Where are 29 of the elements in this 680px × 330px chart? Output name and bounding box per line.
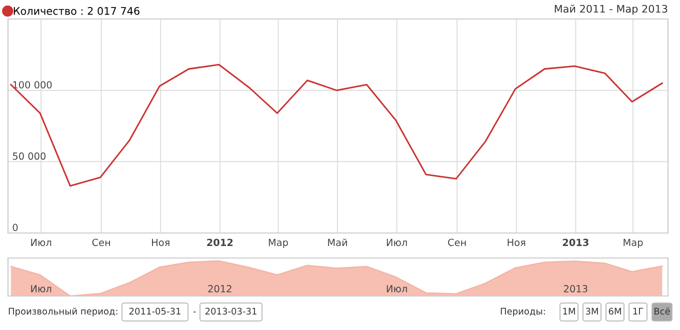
x-tick-label: Сен [448,238,466,246]
chart-subtitle: Май 2011 - Мар 2013 [554,4,668,15]
y-tick-label: 100 000 [13,81,52,88]
x-tick-label: Май [328,238,347,246]
x-tick-label: 2013 [564,285,588,292]
text: 2013-03-31 [205,308,256,315]
x-tick-label: 2012 [207,238,233,246]
legend-label: Количество : 2 017 746 [14,7,140,15]
text: Всё [654,308,670,315]
x-tick-label: Июл [386,285,407,292]
x-tick-label: Июл [386,238,407,246]
x-tick-label: Мар [268,238,288,248]
x-tick-label: 2012 [208,285,232,292]
x-tick-label: Июл [31,285,52,292]
x-tick-label: Ноя [152,238,170,246]
text: 3М [586,308,598,315]
y-tick-label: 0 [12,224,18,232]
text: 2011-05-31 [129,308,180,315]
y-tick-label: 50 000 [12,152,46,160]
x-tick-label: 2013 [562,238,588,246]
x-tick-label: Мар [624,238,643,248]
text: Периоды: [500,308,545,316]
x-tick-label: Сен [92,238,110,246]
text: 1М [563,308,575,314]
text: Произвольный период: [8,308,118,316]
x-tick-label: Ноя [508,238,526,246]
text: 1Г [633,308,644,314]
x-tick-label: Июл [31,238,52,246]
text: 6М [608,308,621,315]
